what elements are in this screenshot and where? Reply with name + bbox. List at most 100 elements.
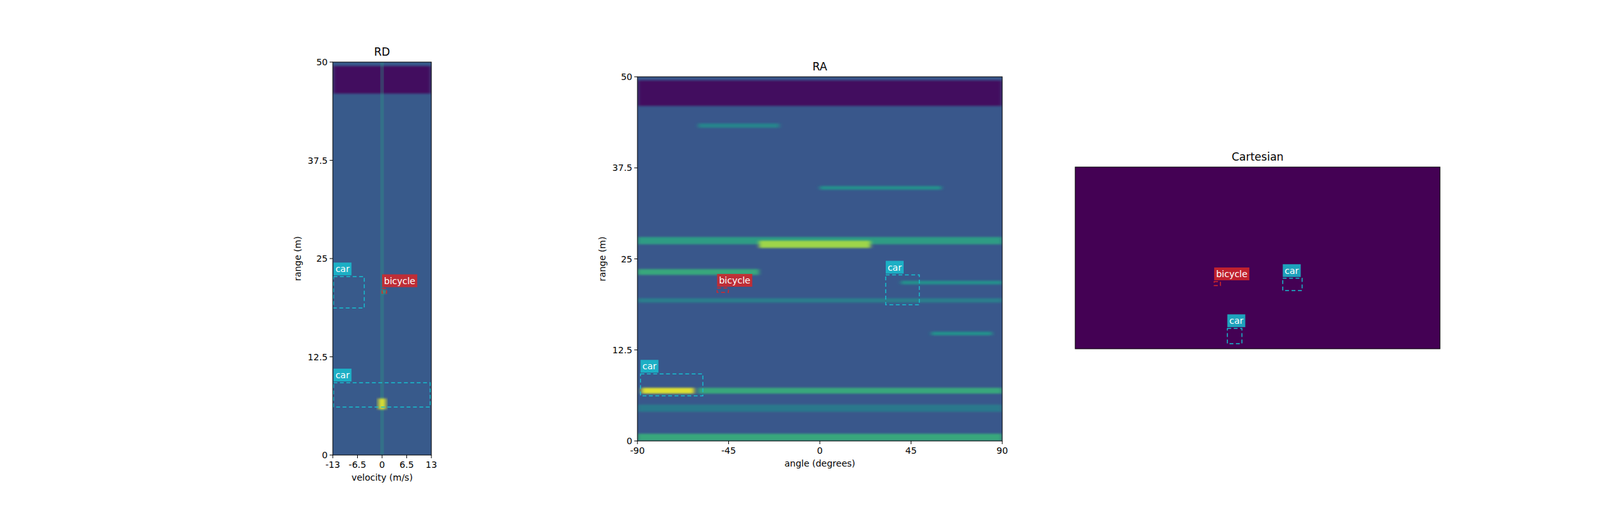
x-tick bbox=[382, 455, 383, 459]
y-tick-label: 0 bbox=[626, 435, 633, 447]
box-label: car bbox=[640, 359, 659, 373]
box-label-bg bbox=[1214, 267, 1250, 281]
y-tick-label: 0 bbox=[321, 449, 328, 461]
bounding-box bbox=[640, 373, 704, 396]
plot-area bbox=[637, 76, 1003, 441]
y-tick-label: 25 bbox=[620, 254, 633, 265]
x-axis-label: velocity (m/s) bbox=[351, 472, 413, 483]
x-tick-label: 13 bbox=[425, 459, 438, 470]
box-label-bg bbox=[885, 261, 904, 274]
box-label: bicycle bbox=[716, 273, 752, 287]
y-tick bbox=[329, 160, 333, 161]
box-label: car bbox=[1282, 264, 1301, 278]
plot-frame bbox=[332, 62, 432, 456]
y-tick bbox=[634, 349, 638, 351]
plot-area bbox=[1075, 167, 1440, 349]
bounding-box bbox=[1282, 278, 1302, 291]
y-tick-label: 12.5 bbox=[612, 344, 633, 356]
box-label-text: bicycle bbox=[384, 275, 416, 287]
heatmap-background bbox=[1075, 167, 1440, 349]
heatmap-feature bbox=[641, 387, 694, 394]
bounding-box bbox=[1214, 281, 1221, 286]
y-tick-label: 37.5 bbox=[612, 162, 633, 173]
box-label-bg bbox=[1282, 264, 1301, 278]
heatmap-feature bbox=[901, 280, 1003, 285]
heatmap-feature bbox=[819, 186, 942, 191]
title: Cartesian bbox=[1231, 150, 1284, 164]
x-tick-label: 0 bbox=[379, 459, 386, 470]
box-label: car bbox=[333, 262, 352, 276]
x-tick-label: -6.5 bbox=[348, 459, 367, 470]
x-tick bbox=[406, 455, 408, 459]
x-tick bbox=[728, 440, 729, 445]
bounding-box bbox=[333, 276, 365, 308]
box-label-text: car bbox=[335, 263, 350, 274]
y-axis-label: range (m) bbox=[292, 236, 303, 281]
bounding-box bbox=[382, 288, 387, 294]
heatmap-background bbox=[332, 62, 432, 456]
box-label-bg bbox=[716, 273, 752, 287]
y-tick-label: 50 bbox=[316, 56, 328, 68]
heatmap-feature bbox=[637, 433, 1003, 441]
y-axis-label: range (m) bbox=[597, 236, 608, 282]
y-tick bbox=[634, 258, 638, 260]
x-tick-label: 6.5 bbox=[399, 459, 414, 470]
plot-frame bbox=[1075, 167, 1440, 349]
box-label-bg bbox=[382, 274, 418, 288]
box-label-text: car bbox=[642, 360, 657, 372]
box-label-text: car bbox=[1284, 265, 1299, 276]
box-label: car bbox=[1227, 314, 1246, 328]
bounding-box bbox=[333, 382, 431, 408]
heatmap-feature bbox=[378, 398, 386, 410]
box-label-text: car bbox=[1229, 315, 1244, 326]
heatmap-feature bbox=[637, 80, 1003, 107]
y-tick-label: 25 bbox=[316, 253, 328, 264]
x-tick bbox=[332, 455, 334, 459]
heatmap-feature bbox=[698, 387, 1003, 394]
heatmap-feature bbox=[931, 331, 992, 336]
x-tick-label: -90 bbox=[630, 445, 646, 456]
heatmap-background bbox=[637, 76, 1003, 441]
heatmap-feature bbox=[637, 404, 1003, 412]
heatmap-feature bbox=[381, 62, 384, 456]
box-label: car bbox=[333, 368, 352, 382]
x-axis-label: angle (degrees) bbox=[784, 458, 856, 469]
box-label-bg bbox=[333, 368, 352, 382]
box-label-bg bbox=[640, 359, 659, 373]
y-tick-label: 50 bbox=[620, 71, 633, 82]
x-tick-label: 45 bbox=[905, 445, 918, 456]
x-tick bbox=[1002, 440, 1003, 445]
box-label-text: car bbox=[335, 369, 350, 381]
x-tick-label: 0 bbox=[817, 445, 824, 456]
figure: car bicycle car RD -13 -6.5 0 6.5 13 0 12.5 25 37.5 5… bbox=[0, 0, 1600, 512]
x-tick bbox=[910, 440, 912, 445]
box-label-text: bicycle bbox=[1216, 268, 1248, 280]
x-tick bbox=[819, 440, 821, 445]
x-tick bbox=[637, 440, 639, 445]
x-tick-label: 90 bbox=[996, 445, 1008, 456]
y-tick-label: 12.5 bbox=[307, 352, 328, 363]
bounding-box bbox=[885, 275, 920, 306]
y-tick bbox=[329, 455, 333, 456]
box-label-text: bicycle bbox=[718, 275, 751, 286]
title: RA bbox=[812, 60, 828, 73]
y-tick bbox=[634, 167, 638, 169]
box-label: bicycle bbox=[382, 274, 418, 288]
heatmap-feature bbox=[698, 123, 780, 128]
x-tick-label: -45 bbox=[721, 445, 736, 456]
heatmap-feature bbox=[637, 298, 1003, 303]
heatmap-feature bbox=[759, 240, 871, 248]
x-tick bbox=[431, 455, 432, 459]
box-label-bg bbox=[1227, 314, 1246, 328]
y-tick bbox=[634, 76, 638, 78]
y-tick bbox=[634, 440, 638, 442]
x-tick-label: -13 bbox=[325, 459, 341, 470]
plot-area bbox=[332, 62, 432, 456]
bounding-box bbox=[1227, 328, 1243, 344]
y-tick-label: 37.5 bbox=[307, 155, 328, 166]
plot-frame bbox=[637, 76, 1003, 441]
title: RD bbox=[374, 45, 391, 59]
x-tick bbox=[357, 455, 358, 459]
y-tick bbox=[329, 356, 333, 358]
y-tick bbox=[329, 258, 333, 260]
